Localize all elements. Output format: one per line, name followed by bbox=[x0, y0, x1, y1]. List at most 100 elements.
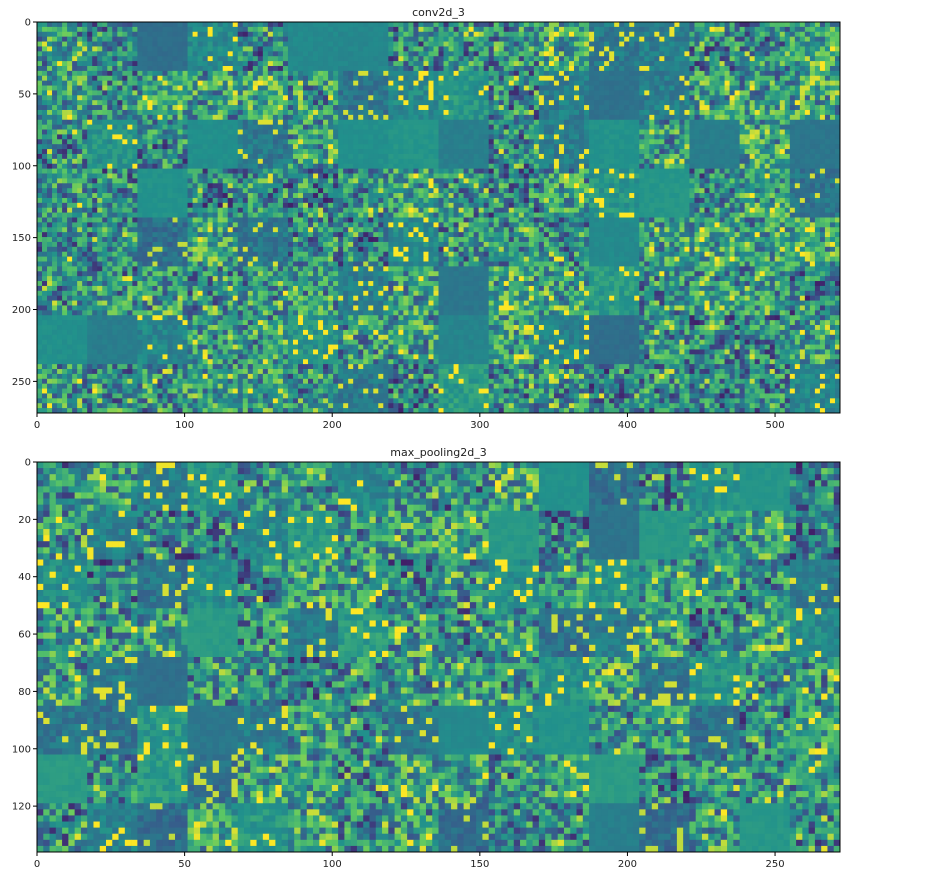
heatmap-cell bbox=[57, 134, 63, 140]
heatmap-cell bbox=[724, 80, 730, 86]
heatmap-cell bbox=[769, 85, 776, 91]
heatmap-cell bbox=[674, 31, 680, 37]
heatmap-cell bbox=[543, 26, 550, 33]
heatmap-cell bbox=[438, 158, 444, 165]
heatmap-cell bbox=[739, 41, 745, 47]
heatmap-cell bbox=[498, 163, 505, 169]
heatmap-cell bbox=[107, 188, 113, 194]
heatmap-cell bbox=[779, 134, 786, 140]
heatmap-cell bbox=[348, 51, 354, 57]
heatmap-cell bbox=[97, 163, 103, 169]
heatmap-cell bbox=[403, 75, 409, 81]
heatmap-cell bbox=[624, 119, 630, 125]
heatmap-cell bbox=[619, 70, 625, 77]
heatmap-cell bbox=[664, 51, 670, 57]
heatmap-cell bbox=[42, 144, 48, 150]
heatmap-cell bbox=[77, 197, 83, 204]
heatmap-cell bbox=[172, 153, 178, 160]
heatmap-cell bbox=[463, 51, 469, 57]
heatmap-cell bbox=[503, 41, 510, 47]
heatmap-cell bbox=[478, 31, 484, 37]
heatmap-cell bbox=[182, 51, 188, 57]
heatmap-cell bbox=[152, 70, 158, 77]
heatmap-cell bbox=[42, 75, 48, 81]
heatmap-cell bbox=[418, 75, 424, 81]
heatmap-cell bbox=[684, 114, 690, 121]
heatmap-cell bbox=[393, 134, 399, 140]
heatmap-cell bbox=[97, 31, 103, 37]
heatmap-cell bbox=[664, 134, 670, 140]
heatmap-cell bbox=[789, 149, 796, 155]
heatmap-cell bbox=[127, 178, 133, 184]
heatmap-cell bbox=[122, 36, 128, 42]
heatmap-cell bbox=[142, 36, 148, 42]
heatmap-cell bbox=[413, 129, 419, 135]
heatmap-cell bbox=[558, 65, 565, 72]
heatmap-cell bbox=[619, 22, 625, 28]
heatmap-cell bbox=[37, 178, 43, 184]
heatmap-cell bbox=[614, 95, 620, 101]
heatmap-cell bbox=[734, 90, 740, 96]
heatmap-cell bbox=[67, 36, 73, 42]
heatmap-cell bbox=[348, 144, 354, 150]
heatmap-cell bbox=[162, 61, 168, 67]
heatmap-cell bbox=[297, 22, 304, 28]
heatmap-cell bbox=[609, 95, 615, 101]
heatmap-cell bbox=[739, 36, 745, 42]
heatmap-cell bbox=[604, 153, 610, 160]
heatmap-cell bbox=[172, 51, 178, 57]
heatmap-cell bbox=[473, 61, 479, 67]
heatmap-cell bbox=[47, 114, 53, 121]
heatmap-cell bbox=[563, 41, 570, 47]
heatmap-cell bbox=[774, 100, 781, 106]
heatmap-cell bbox=[669, 85, 675, 91]
heatmap-cell bbox=[403, 129, 409, 135]
feature-map-tile bbox=[739, 22, 791, 72]
heatmap-cell bbox=[448, 129, 454, 135]
heatmap-cell bbox=[37, 188, 43, 194]
heatmap-cell bbox=[483, 100, 489, 106]
heatmap-cell bbox=[774, 163, 781, 169]
heatmap-cell bbox=[217, 80, 223, 86]
heatmap-cell bbox=[684, 149, 690, 155]
heatmap-cell bbox=[147, 149, 153, 155]
heatmap-cell bbox=[137, 105, 143, 111]
heatmap-cell bbox=[47, 124, 53, 130]
heatmap-cell bbox=[528, 163, 535, 169]
heatmap-cell bbox=[644, 22, 650, 28]
heatmap-cell bbox=[629, 70, 635, 77]
heatmap-cell bbox=[749, 119, 755, 125]
heatmap-cell bbox=[518, 100, 525, 106]
heatmap-cell bbox=[302, 144, 309, 150]
heatmap-cell bbox=[438, 46, 444, 52]
heatmap-cell bbox=[297, 105, 304, 111]
heatmap-cell bbox=[639, 100, 645, 106]
heatmap-cell bbox=[102, 41, 108, 47]
heatmap-cell bbox=[318, 134, 324, 140]
heatmap-cell bbox=[659, 119, 665, 125]
heatmap-cell bbox=[52, 144, 58, 150]
heatmap-cell bbox=[513, 153, 520, 160]
heatmap-cell bbox=[37, 114, 43, 121]
heatmap-cell bbox=[252, 139, 259, 145]
heatmap-cell bbox=[568, 100, 575, 106]
heatmap-cell bbox=[237, 41, 244, 47]
heatmap-cell bbox=[804, 119, 811, 125]
heatmap-cell bbox=[157, 95, 163, 101]
heatmap-cell bbox=[373, 153, 379, 160]
heatmap-cell bbox=[709, 36, 715, 42]
heatmap-cell bbox=[408, 139, 414, 145]
heatmap-cell bbox=[548, 22, 555, 28]
heatmap-cell bbox=[744, 90, 750, 96]
heatmap-cell bbox=[614, 85, 620, 91]
heatmap-cell bbox=[47, 158, 53, 165]
heatmap-cell bbox=[182, 100, 188, 106]
heatmap-cell bbox=[453, 22, 459, 28]
heatmap-cell bbox=[177, 80, 183, 86]
heatmap-cell bbox=[804, 105, 811, 111]
heatmap-cell bbox=[724, 41, 730, 47]
heatmap-cell bbox=[584, 158, 590, 165]
heatmap-cell bbox=[568, 144, 575, 150]
heatmap-cell bbox=[343, 124, 349, 130]
heatmap-cell bbox=[674, 153, 680, 160]
